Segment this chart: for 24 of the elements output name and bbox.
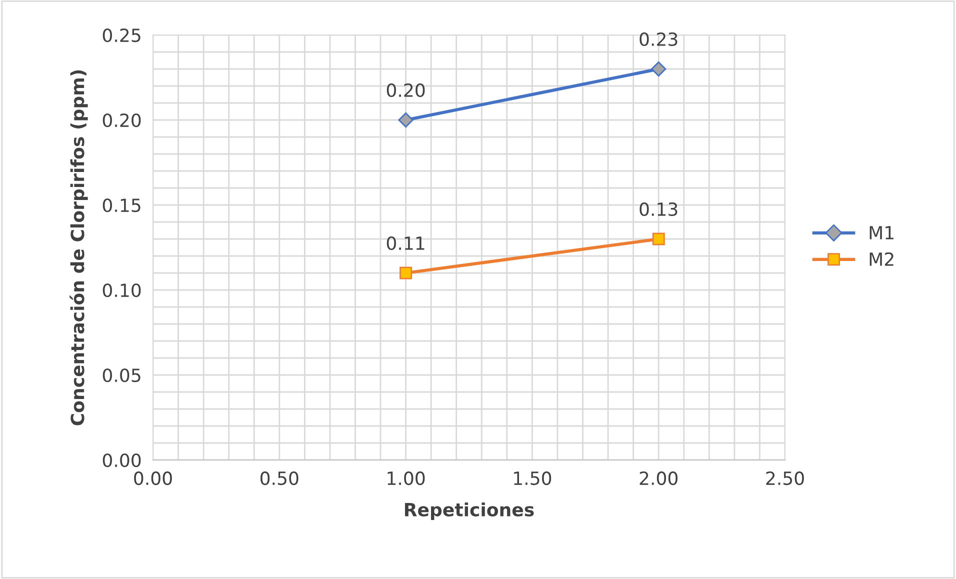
legend-label: M2: [870, 252, 894, 266]
y-tick-label: 0.10: [102, 283, 141, 298]
y-tick-label: 0.15: [102, 198, 140, 212]
x-tick-label: 2.00: [640, 471, 678, 486]
y-tick-label: 0.00: [102, 453, 141, 468]
point: [651, 61, 666, 77]
y-tick-label: 0.25: [102, 28, 140, 42]
x-tick-label: 0.00: [134, 471, 172, 486]
x-tick-label: 1.00: [388, 471, 425, 486]
data-label: 0.13: [640, 202, 678, 216]
x-tick-label: 2.50: [766, 471, 804, 486]
x-axis-title: Repeticiones: [405, 502, 534, 520]
point: [652, 232, 665, 246]
y-axis-title: Concentración de Clorpirifos (ppm): [70, 70, 88, 426]
point: [398, 112, 414, 128]
data-label: 0.23: [640, 32, 678, 46]
y-tick-label: 0.20: [102, 113, 141, 128]
point: [400, 266, 412, 280]
x-tick-label: 0.50: [260, 471, 298, 486]
legend-label: M1: [870, 226, 894, 240]
y-tick-label: 0.05: [102, 368, 140, 382]
x-tick-label: 1.50: [514, 471, 552, 486]
data-label: 0.20: [386, 83, 425, 98]
data-label: 0.11: [386, 236, 424, 250]
